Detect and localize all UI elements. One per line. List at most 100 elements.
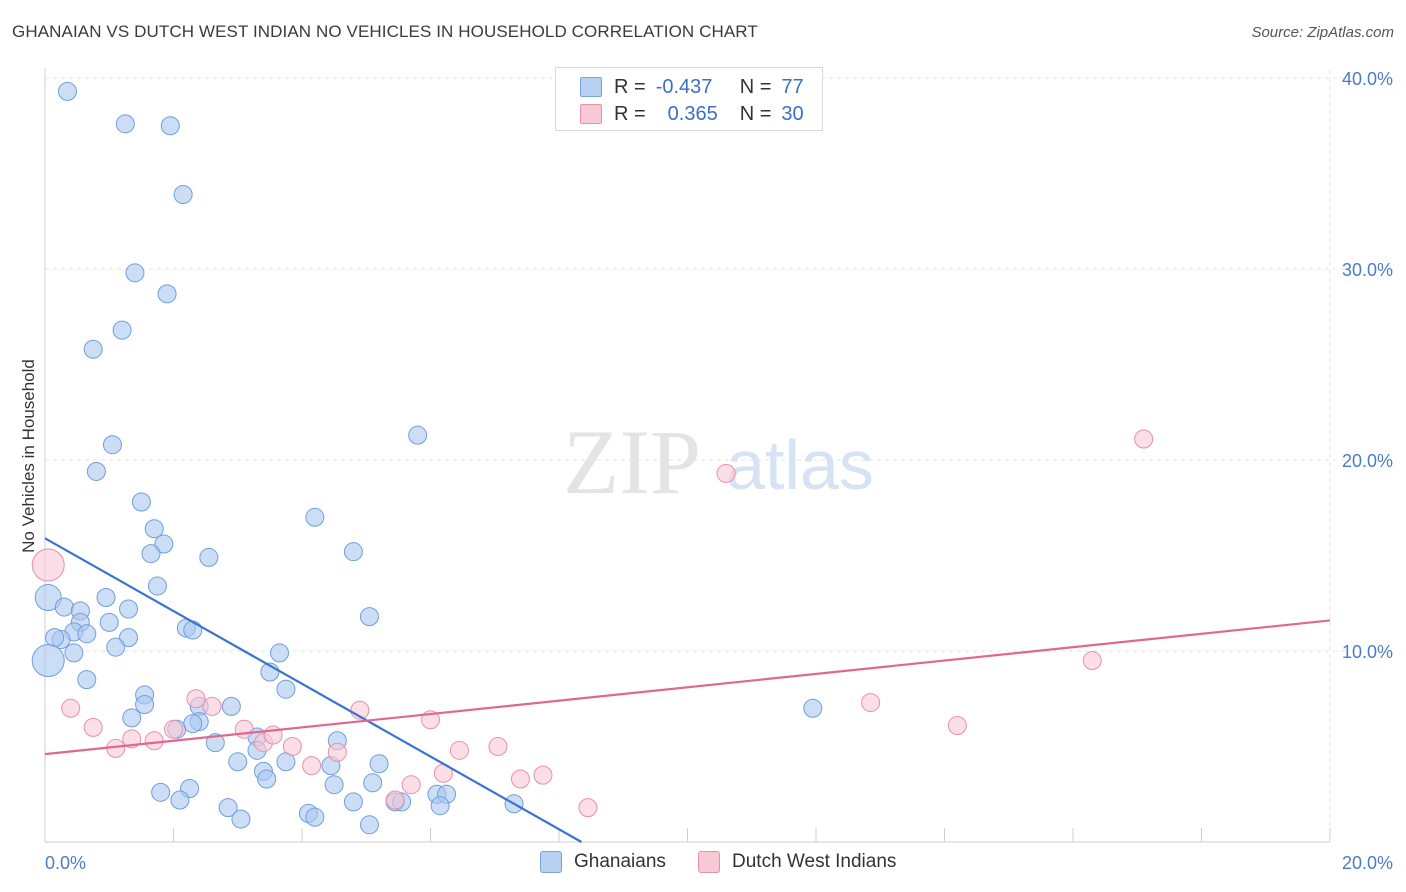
- legend-row-ghanaians: R = -0.437 N = 77: [580, 74, 804, 100]
- axes: [44, 68, 1331, 843]
- ghanaian-point: [173, 185, 193, 205]
- ghanaian-point: [157, 284, 177, 304]
- legend-row-dutch: R = 0.365 N = 30: [580, 101, 804, 127]
- ghanaian-point: [803, 698, 823, 718]
- dutch-west-indian-point: [488, 737, 508, 756]
- legend-n-label: N =: [739, 102, 772, 125]
- dutch-west-indian-point: [31, 548, 65, 582]
- dutch-west-indian-point: [716, 463, 736, 483]
- watermark-zip: ZIP: [563, 411, 701, 513]
- ghanaian-point: [86, 461, 106, 481]
- ghanaian-point: [228, 752, 248, 772]
- dutch-west-indian-point: [401, 775, 421, 795]
- ghanaian-point: [363, 773, 383, 793]
- dutch-west-indian-point: [122, 729, 142, 749]
- legend-r-value: -0.437: [655, 75, 713, 98]
- legend-n-value: 77: [781, 75, 804, 98]
- dutch-west-indian-point: [61, 698, 81, 718]
- y-tick-label: 10.0%: [1342, 642, 1393, 662]
- ghanaian-point: [305, 507, 325, 527]
- trend-lines: [44, 537, 1331, 843]
- legend-swatch-ghanaians: [580, 77, 602, 97]
- dutch-west-indian-point: [1134, 429, 1154, 449]
- legend-swatch-dutch: [580, 104, 602, 124]
- ghanaian-point: [141, 544, 161, 564]
- series-legend: Ghanaians Dutch West Indians: [0, 851, 1406, 877]
- ghanaian-point: [359, 815, 379, 835]
- ghanaian-point: [170, 790, 190, 810]
- ghanaian-point: [112, 320, 132, 340]
- ghanaian-point: [99, 612, 119, 632]
- y-tick-label: 40.0%: [1342, 69, 1393, 89]
- legend-n-label: N =: [739, 75, 772, 98]
- watermark-atlas: atlas: [726, 426, 874, 504]
- chart-title: GHANAIAN VS DUTCH WEST INDIAN NO VEHICLE…: [12, 22, 758, 41]
- ghanaian-point: [135, 694, 155, 714]
- ghanaian-point: [218, 798, 238, 818]
- ghanaian-point: [231, 809, 251, 829]
- ghanaian-point: [183, 620, 203, 640]
- ghanaians-swatch: [540, 851, 562, 873]
- dutch-west-indian-point: [449, 740, 469, 760]
- grid-lines: [45, 70, 1350, 842]
- ghanaian-point: [45, 628, 65, 648]
- ghanaian-point: [430, 796, 450, 816]
- dutch-west-indian-point: [510, 769, 530, 789]
- legend-r-value: 0.365: [667, 102, 718, 125]
- ghanaian-point: [199, 547, 219, 567]
- dutch-label: Dutch West Indians: [732, 851, 897, 872]
- dutch-west-indian-point: [282, 737, 302, 756]
- dutch-west-indian-point: [234, 719, 254, 739]
- correlation-legend: R = -0.437 N = 77 R = 0.365 N = 30: [555, 67, 823, 131]
- dutch-west-indian-point: [861, 693, 881, 713]
- dutch-west-indian-point: [144, 731, 164, 751]
- dutch-west-indian-point: [164, 719, 183, 739]
- ghanaian-point: [77, 670, 97, 690]
- ghanaian-point: [64, 643, 84, 663]
- ghanaian-point: [408, 425, 428, 445]
- ghanaian-point: [31, 644, 65, 678]
- ghanaian-point: [125, 263, 145, 283]
- ghanaian-point: [119, 628, 139, 648]
- ghanaian-point: [106, 637, 126, 657]
- legend-item-dutch-west-indians[interactable]: Dutch West Indians: [698, 851, 896, 873]
- legend-n-value: 30: [781, 102, 804, 125]
- dutch-west-indian-point: [83, 717, 103, 737]
- ghanaian-point: [160, 116, 180, 136]
- ghanaian-point: [115, 114, 135, 134]
- x-tick-label: 0.0%: [45, 853, 86, 873]
- y-tick-label: 20.0%: [1342, 451, 1393, 471]
- ghanaian-point: [34, 584, 62, 612]
- ghanaian-point: [147, 576, 167, 596]
- ghanaian-point: [305, 807, 325, 827]
- y-tick-label: 30.0%: [1342, 260, 1393, 280]
- ghanaian-point: [151, 782, 171, 802]
- ghanaian-point: [131, 492, 151, 512]
- ghanaian-point: [183, 714, 203, 734]
- ghanaian-point: [54, 597, 74, 617]
- ghanaian-point: [359, 607, 379, 627]
- dutch-west-indian-point: [578, 798, 598, 818]
- data-points: [31, 81, 1154, 835]
- ghanaian-point: [324, 775, 344, 795]
- ghanaian-point: [154, 534, 174, 554]
- tick-labels: 10.0% 20.0% 30.0% 40.0% 0.0% 20.0%: [45, 69, 1393, 873]
- ghanaian-point: [270, 643, 290, 663]
- legend-item-ghanaians[interactable]: Ghanaians: [540, 851, 666, 873]
- dutch-west-indian-point: [1082, 651, 1102, 671]
- ghanaian-point: [119, 599, 139, 619]
- ghanaian-point: [77, 624, 97, 644]
- ghanaian-point: [122, 708, 142, 728]
- ghanaians-trend-line: [44, 537, 583, 843]
- dutch-west-indian-point: [327, 742, 347, 762]
- ghanaian-point: [205, 733, 225, 753]
- dutch-points: [31, 429, 1154, 818]
- ghanaian-point: [343, 792, 363, 812]
- ghanaian-point: [276, 679, 296, 699]
- legend-r-label: R =: [614, 75, 646, 98]
- y-axis-label: No Vehicles in Household: [19, 359, 38, 553]
- dutch-west-indian-point: [186, 689, 206, 709]
- ghanaian-point: [144, 519, 164, 539]
- ghanaian-point: [96, 588, 116, 608]
- legend-r-label: R =: [614, 102, 646, 125]
